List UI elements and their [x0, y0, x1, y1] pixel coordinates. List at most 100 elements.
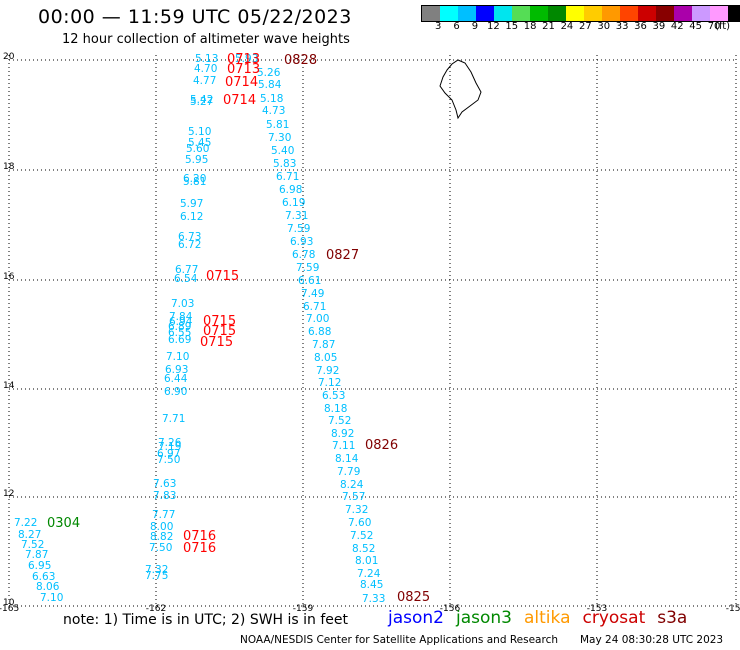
swh-value: 8.00 [150, 521, 173, 533]
swh-value: 7.87 [312, 339, 335, 351]
swh-value: 8.06 [36, 581, 60, 593]
track-time-label: 0714 [223, 93, 256, 108]
track-time-label: 0715 [203, 324, 236, 339]
x-tick-label: -153 [587, 604, 607, 614]
swh-value: 5.81 [183, 176, 206, 188]
swh-value: 6.71 [303, 301, 326, 313]
swh-value: 5.93 [235, 53, 258, 65]
swh-value: 6.89 [168, 321, 191, 333]
island-outline [439, 59, 482, 120]
swh-value: 5.13 [195, 53, 218, 65]
legend-swatch [710, 6, 728, 21]
swh-value: 8.27 [18, 529, 41, 541]
swh-value: 7.75 [145, 570, 168, 582]
map-note: note: 1) Time is in UTC; 2) SWH is in fe… [63, 612, 349, 628]
satellite-name-jason3: jason3 [456, 608, 512, 628]
swh-value: 7.19 [158, 441, 181, 453]
swh-value: 7.77 [152, 509, 175, 521]
swh-value: 6.78 [292, 249, 315, 261]
swh-value: 5.83 [273, 158, 296, 170]
legend-label: 42 [670, 21, 684, 32]
footer-timestamp: May 24 08:30:28 UTC 2023 [580, 634, 724, 646]
swh-value: 6.69 [168, 334, 191, 346]
swh-value: 7.22 [14, 517, 37, 529]
legend-label: 18 [523, 21, 537, 32]
swh-value: 7.87 [25, 549, 48, 561]
color-scale-unit: (ft) [715, 21, 731, 32]
swh-value: 7.59 [296, 262, 319, 274]
x-tick-label: -159 [293, 604, 314, 614]
legend-label: 27 [578, 21, 592, 32]
track-time-label: 0827 [326, 248, 359, 263]
satellite-legend: jason2 jason3 altika cryosat s3a [388, 608, 687, 628]
swh-value: 6.93 [290, 236, 313, 248]
legend-label: 45 [689, 21, 703, 32]
legend-label: 21 [542, 21, 555, 32]
swh-value: 4.70 [194, 63, 217, 75]
track-time-label: 0714 [225, 75, 258, 90]
swh-value: 5.95 [185, 154, 208, 166]
map-subtitle: 12 hour collection of altimeter wave hei… [62, 32, 350, 47]
legend-swatch [692, 6, 710, 21]
swh-value: 5.84 [258, 79, 282, 91]
x-tick-label: -162 [146, 604, 166, 614]
swh-value: 7.84 [169, 311, 193, 323]
x-tick-label: -150 [726, 604, 740, 614]
swh-value: 7.59 [287, 223, 310, 235]
swh-value: 7.60 [348, 517, 371, 529]
swh-value: 8.92 [331, 428, 354, 440]
swh-value: 8.24 [340, 479, 364, 491]
legend-swatch [620, 6, 638, 21]
swh-value: 6.94 [169, 316, 193, 328]
swh-value: 6.55 [168, 327, 191, 339]
legend-swatch [566, 6, 584, 21]
legend-swatch [602, 6, 620, 21]
track-time-label: 0715 [203, 314, 236, 329]
legend-label: 9 [471, 21, 479, 32]
track-time-label: 0716 [183, 541, 216, 556]
satellite-name-jason2: jason2 [388, 608, 444, 628]
swh-value: 5.45 [188, 137, 211, 149]
x-tick-label: -156 [440, 604, 461, 614]
swh-value: 7.52 [21, 539, 44, 551]
legend-label: 39 [652, 21, 666, 32]
swh-value: 7.11 [332, 440, 355, 452]
y-tick-label: 12 [3, 489, 14, 499]
color-scale-labels: 3 6 9 12 15 18 21 24 27 30 33 36 39 42 45 70 [421, 21, 723, 32]
swh-value: 7.10 [40, 592, 63, 604]
satellite-name-altika: altika [524, 608, 571, 628]
swh-value: 7.57 [342, 491, 365, 503]
swh-value: 7.79 [337, 466, 360, 478]
swh-value: 7.92 [316, 365, 339, 377]
track-time-label: 0713 [227, 52, 260, 67]
swh-value: 7.10 [166, 351, 189, 363]
swh-value: 5.60 [186, 143, 209, 155]
track-time-label: 0713 [227, 62, 260, 77]
y-tick-label: 14 [3, 381, 15, 391]
y-tick-label: 20 [3, 52, 15, 62]
swh-value: 6.77 [175, 264, 198, 276]
swh-value: 6.54 [174, 273, 198, 285]
swh-value: 8.14 [335, 453, 359, 465]
swh-value: 5.10 [188, 126, 211, 138]
track-time-label: 0828 [284, 53, 317, 68]
footer-credit: NOAA/NESDIS Center for Satellite Applica… [240, 634, 558, 646]
swh-value: 7.00 [306, 313, 329, 325]
y-tick-label: 10 [3, 598, 15, 608]
swh-value: 5.42 [190, 94, 213, 106]
swh-value: 7.33 [362, 593, 385, 605]
swh-value: 7.63 [153, 478, 176, 490]
legend-swatch [728, 6, 740, 21]
swh-value: 7.52 [328, 415, 351, 427]
swh-value: 7.12 [318, 377, 341, 389]
swh-value: 7.50 [157, 454, 180, 466]
x-tick-label: -165 [0, 604, 19, 614]
swh-value: 4.77 [193, 75, 216, 87]
swh-value: 8.45 [360, 579, 383, 591]
legend-label: 3 [435, 21, 442, 32]
satellite-name-cryosat: cryosat [582, 608, 646, 628]
swh-value: 5.40 [271, 145, 294, 157]
swh-value: 6.20 [183, 173, 206, 185]
swh-value: 5.97 [180, 198, 203, 210]
